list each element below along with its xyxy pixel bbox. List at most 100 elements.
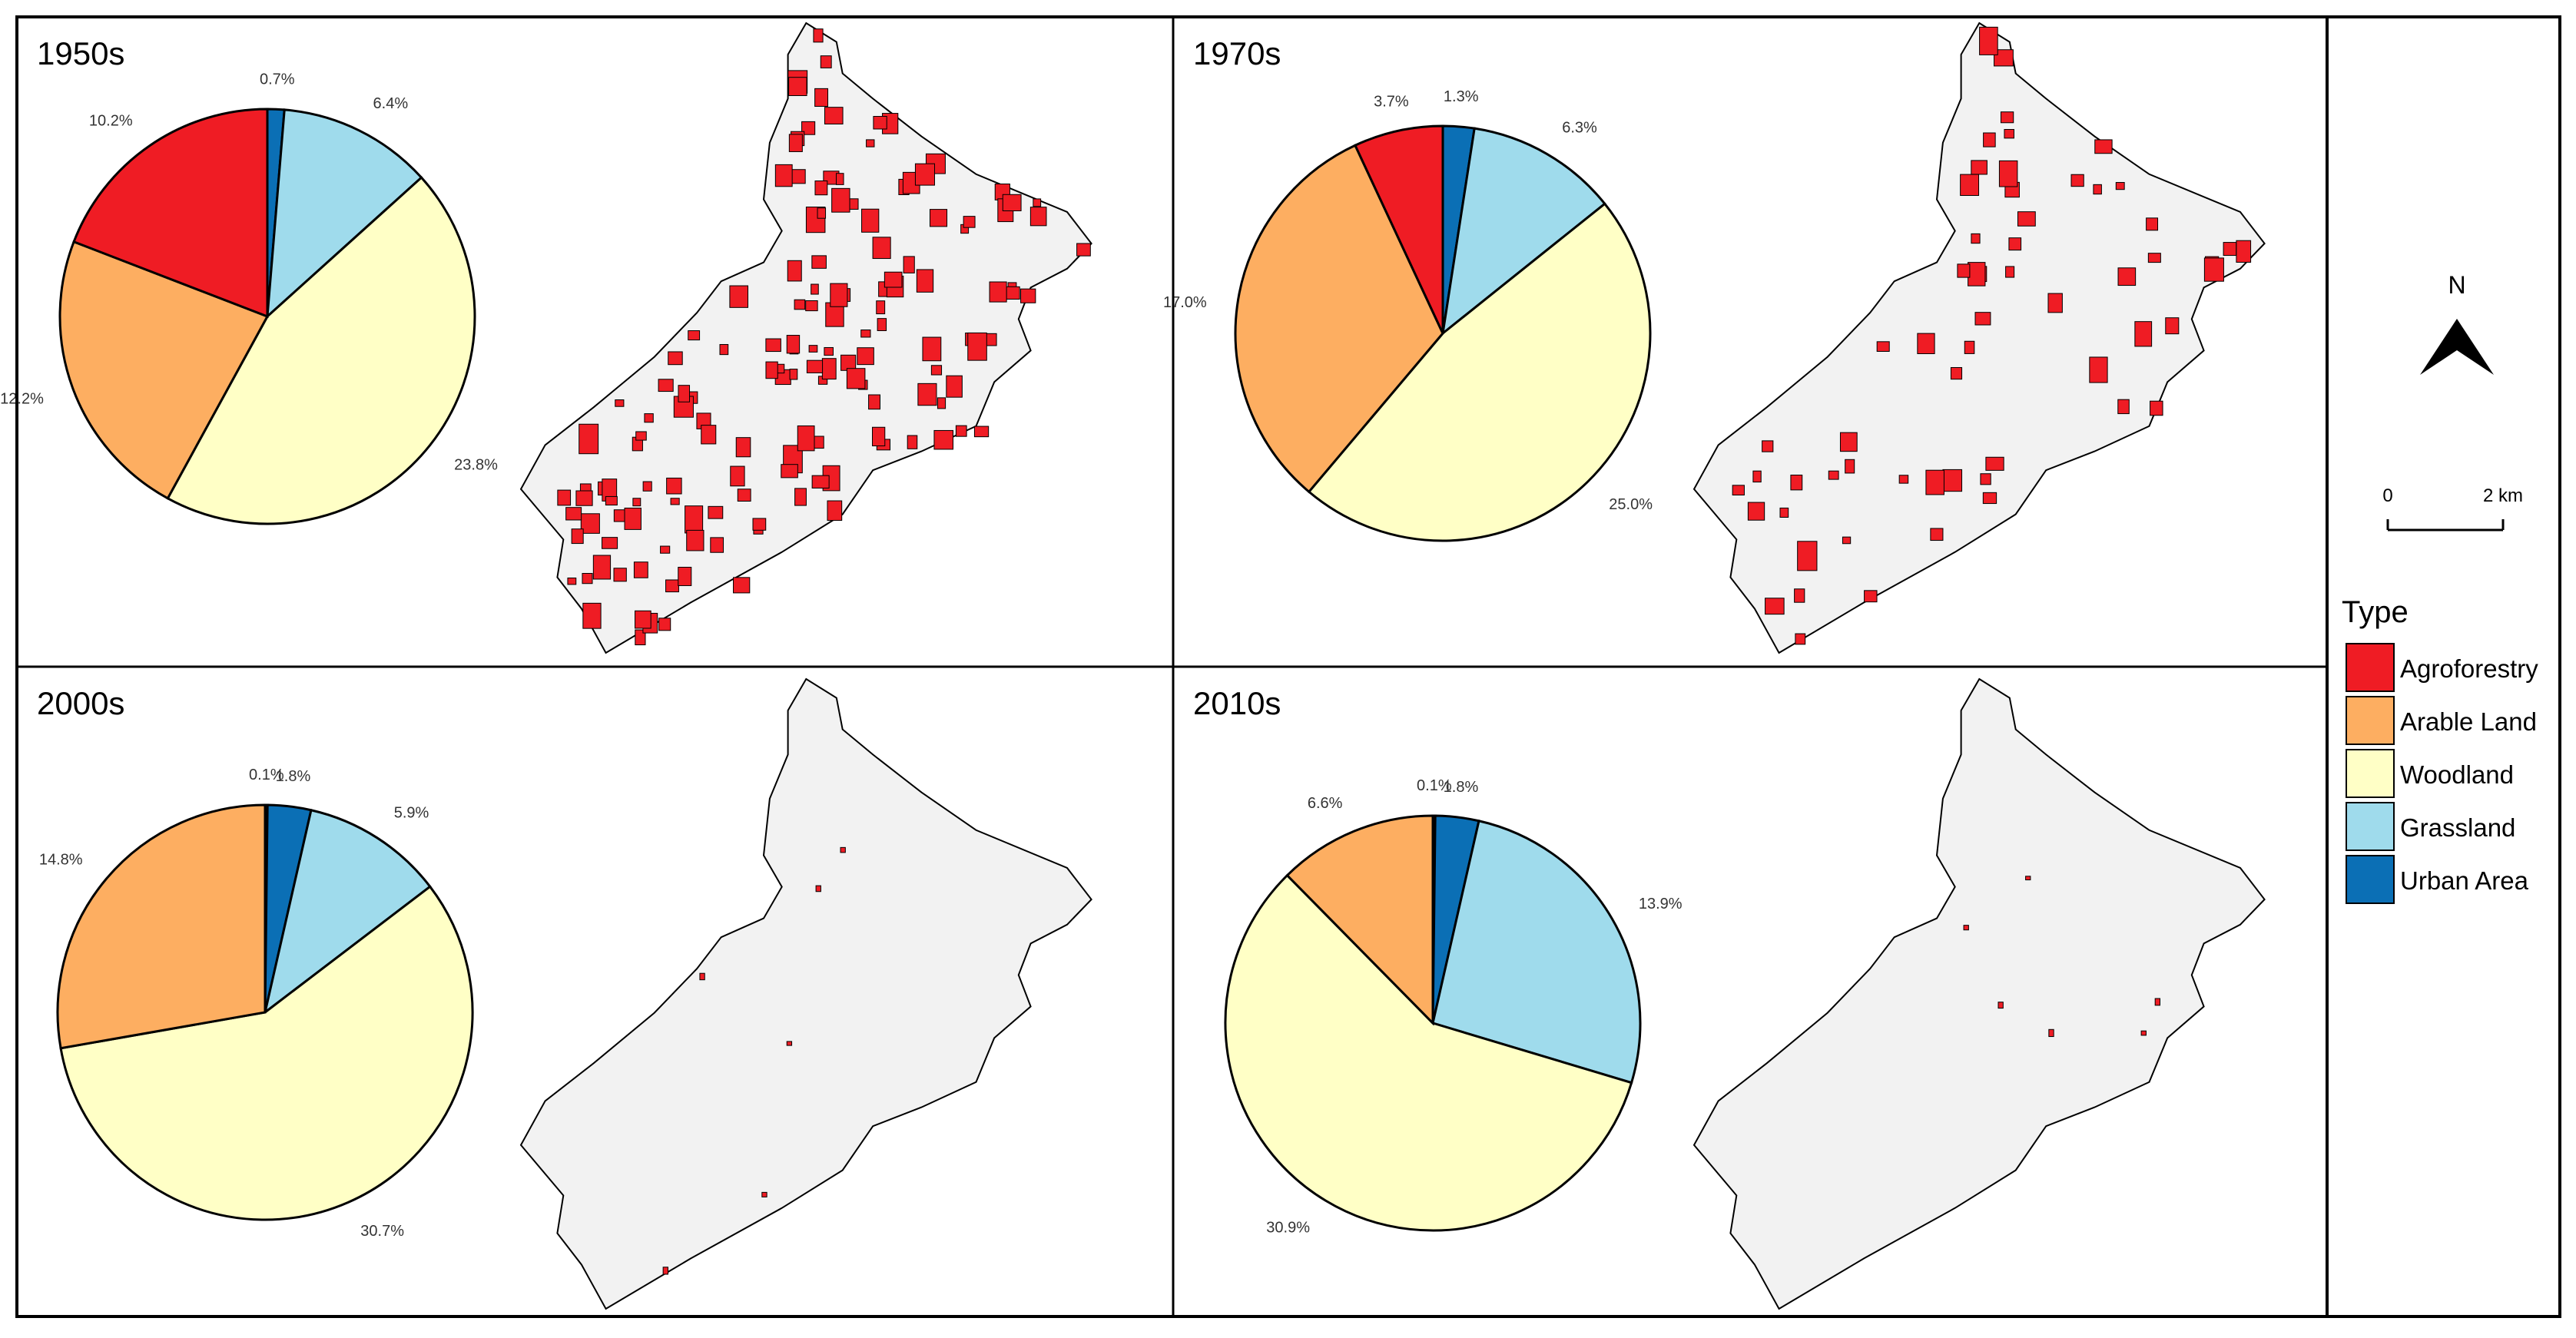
agroforestry-patch: [868, 394, 881, 410]
agroforestry-patch: [831, 187, 850, 213]
pie-label-grassland: 5.9%: [394, 804, 429, 821]
region-map: [1692, 22, 2266, 654]
agroforestry-patch: [729, 285, 749, 308]
agroforestry-patch: [1930, 528, 1944, 541]
agroforestry-patch: [2115, 182, 2125, 190]
agroforestry-patch: [1002, 194, 1022, 212]
agroforestry-patch: [685, 505, 704, 534]
agroforestry-patch: [1033, 198, 1042, 207]
agroforestry-patch: [765, 361, 778, 379]
legend-title: Type: [2342, 595, 2409, 629]
panel-2000s: 2000s 0.1%1.8% 5.9% 30.7% 14.8%: [37, 677, 1092, 1310]
pie-label-arable-land: 14.8%: [39, 852, 83, 869]
pie-label-urban-area: 1.3%: [1444, 88, 1479, 105]
agroforestry-patch: [1964, 340, 1975, 354]
agroforestry-patch: [808, 345, 818, 353]
agroforestry-patch: [571, 528, 584, 545]
agroforestry-patch: [632, 498, 642, 507]
agroforestry-patch: [1957, 263, 1971, 278]
agroforestry-patch: [575, 490, 593, 506]
legend-layer: N 0 2 km Type Agroforestry Arable Land Woo…: [2342, 271, 2538, 904]
agroforestry-patch: [2147, 253, 2161, 263]
agroforestry-patch: [2154, 998, 2161, 1006]
pie-label-agroforestry: 3.7%: [1374, 93, 1409, 110]
agroforestry-patch: [805, 300, 818, 312]
legend-swatch: [2346, 643, 2395, 692]
agroforestry-patch: [827, 500, 843, 522]
agroforestry-patch: [658, 379, 674, 392]
agroforestry-patch: [582, 572, 593, 585]
panel-title: 2010s: [1193, 685, 1281, 721]
panel-grid: [15, 15, 2561, 1318]
legend-swatch: [2346, 696, 2395, 745]
agroforestry-patch: [730, 465, 745, 487]
agroforestry-patch: [1983, 132, 1996, 147]
pie-label-woodland: 30.9%: [1266, 1220, 1310, 1237]
agroforestry-patch: [836, 173, 844, 185]
agroforestry-patch: [789, 369, 798, 380]
agroforestry-patch: [1925, 469, 1944, 495]
agroforestry-patch: [1779, 507, 1789, 518]
agroforestry-patch: [565, 507, 582, 521]
pie-label-arable-land: 17.0%: [1163, 294, 1207, 311]
agroforestry-patch: [1790, 474, 1803, 491]
panel-2010s: 2010s 0.1%1.8% 13.9% 30.9% 6.6%: [1193, 677, 2266, 1310]
agroforestry-patch: [1864, 590, 1878, 603]
agroforestry-patch: [2017, 211, 2036, 227]
legend-item-woodland: Woodland: [2346, 749, 2514, 798]
agroforestry-patch: [557, 489, 572, 506]
panel-title: 1950s: [37, 35, 124, 71]
agroforestry-patch: [2094, 139, 2113, 154]
agroforestry-patch: [1963, 925, 1969, 931]
agroforestry-patch: [813, 28, 824, 43]
agroforestry-patch: [917, 383, 937, 406]
pie-slice-arable-land: [56, 803, 267, 1050]
agroforestry-patch: [613, 568, 627, 582]
pie-slice-agroforestry: [1353, 124, 1444, 334]
agroforestry-patch: [781, 464, 798, 479]
agroforestry-patch: [786, 1041, 793, 1046]
pie-slice-arable-land: [1234, 144, 1444, 494]
agroforestry-patch: [1974, 312, 1991, 326]
agroforestry-patch: [1828, 470, 1839, 480]
agroforestry-patch: [801, 121, 816, 135]
pie-label-agroforestry: 0.1%: [249, 767, 284, 783]
scale-start-label: 0: [2382, 485, 2392, 506]
agroforestry-patch: [1762, 440, 1774, 452]
agroforestry-patch: [821, 358, 837, 380]
agroforestry-patch: [733, 577, 751, 594]
agroforestry-patch: [1020, 288, 1036, 303]
agroforestry-patch: [1994, 49, 2014, 67]
agroforestry-patch: [817, 207, 827, 219]
pie-label-urban-area: 1.8%: [1444, 779, 1479, 796]
agroforestry-patch: [907, 435, 918, 449]
agroforestry-patch: [602, 537, 618, 549]
agroforestry-patch: [788, 77, 807, 96]
agroforestry-patch: [670, 498, 680, 505]
agroforestry-patch: [642, 481, 652, 492]
agroforestry-patch: [2047, 293, 2063, 313]
agroforestry-patch: [1998, 160, 2018, 187]
agroforestry-patch: [788, 134, 803, 152]
pie-slice-woodland: [59, 885, 474, 1221]
agroforestry-patch: [794, 299, 806, 310]
agroforestry-patch: [1747, 502, 1765, 521]
agroforestry-patch: [1898, 475, 1909, 484]
agroforestry-patch: [660, 545, 671, 554]
agroforestry-patch: [824, 107, 844, 124]
agroforestry-patch: [1979, 26, 1998, 55]
pie-label-arable-land: 6.6%: [1308, 795, 1343, 812]
agroforestry-patch: [955, 425, 967, 437]
legend-item-urban-area: Urban Area: [2346, 855, 2529, 904]
agroforestry-patch: [2117, 399, 2130, 415]
agroforestry-patch: [2008, 237, 2022, 251]
agroforestry-patch: [635, 431, 647, 441]
agroforestry-patch: [2004, 129, 2014, 139]
pie-slice-grassland: [1431, 819, 1642, 1085]
pie-chart: 1.3% 6.3% 25.0% 17.0% 3.7%: [1163, 88, 1653, 542]
agroforestry-patch: [765, 338, 781, 353]
agroforestry-patch: [1794, 588, 1805, 603]
agroforestry-patch: [1950, 366, 1963, 380]
agroforestry-patch: [688, 330, 701, 341]
